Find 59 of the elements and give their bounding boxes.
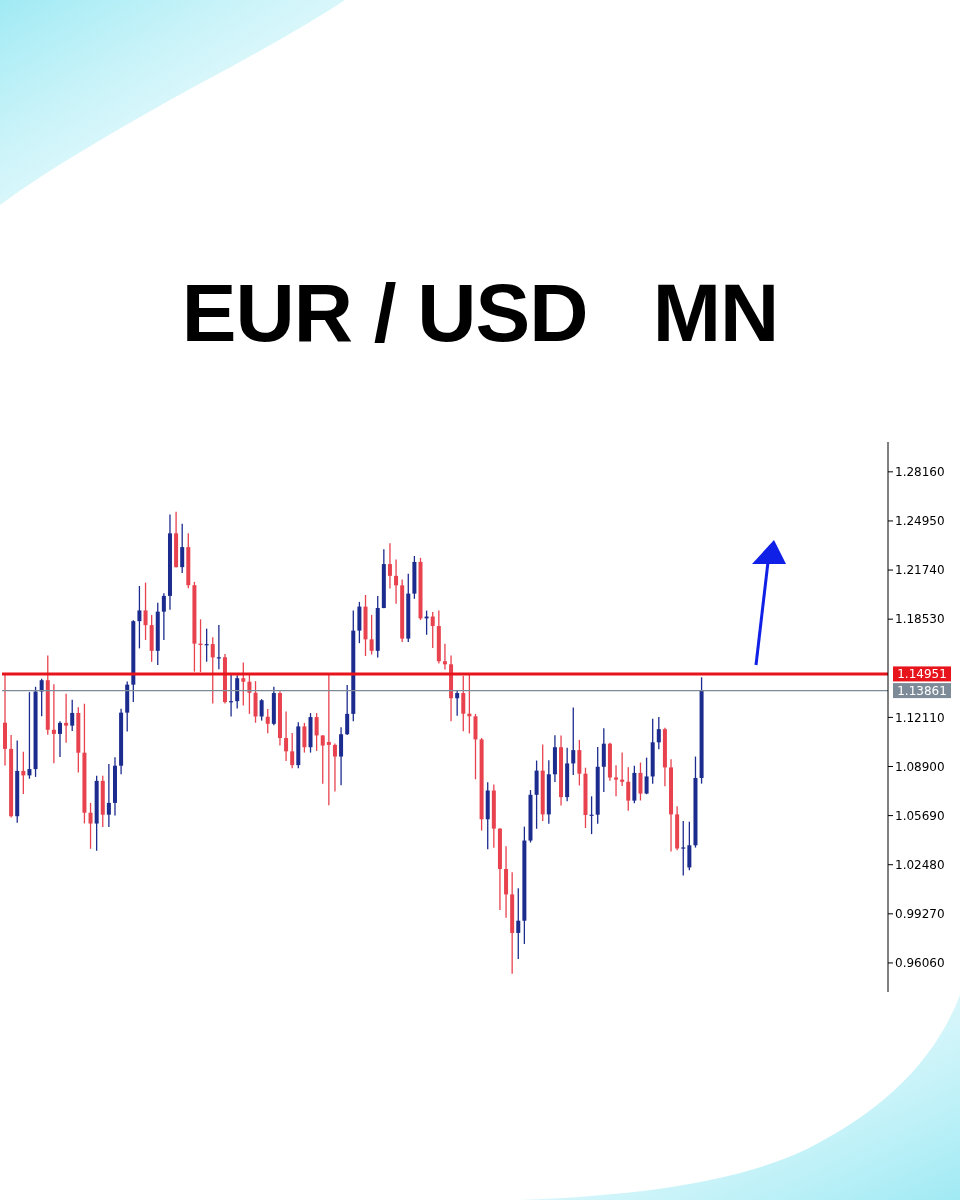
y-tick-label: 1.28160 xyxy=(895,465,945,480)
candlestick xyxy=(88,802,93,850)
candlestick xyxy=(265,708,270,734)
candlestick xyxy=(681,820,686,877)
candlestick xyxy=(644,756,649,795)
y-tick-label: 1.12110 xyxy=(895,710,945,725)
candlestick xyxy=(253,680,258,724)
candlestick xyxy=(143,581,148,641)
candlestick xyxy=(638,761,643,802)
candlestick xyxy=(161,592,166,641)
ref-line-label: 1.14951 xyxy=(897,667,947,682)
candlestick xyxy=(369,614,374,656)
candlestick xyxy=(302,722,307,754)
y-tick-label: 1.24950 xyxy=(895,514,945,529)
candlestick xyxy=(332,742,337,793)
candlestick xyxy=(320,734,325,785)
y-tick-label: 1.18530 xyxy=(895,612,945,627)
candlestick xyxy=(516,887,521,960)
candlestick xyxy=(57,720,62,758)
candlestick xyxy=(345,684,350,736)
candlestick xyxy=(656,716,661,751)
candlestick xyxy=(339,726,344,786)
candlestick xyxy=(284,710,289,762)
candlestick xyxy=(687,821,692,871)
y-tick-label: 0.99270 xyxy=(895,907,945,922)
candlestick xyxy=(461,675,466,732)
candlestick xyxy=(601,727,606,793)
candlestick xyxy=(137,585,142,650)
candlestick xyxy=(326,673,331,806)
candlestick xyxy=(571,706,576,776)
ref-line-label: 1.13861 xyxy=(897,683,947,698)
candlestick xyxy=(314,712,319,752)
candlestick xyxy=(473,713,478,780)
candlestick xyxy=(290,732,295,769)
candlestick xyxy=(442,643,447,671)
candlestick xyxy=(247,674,252,715)
candlestick xyxy=(394,558,399,605)
candlestick xyxy=(626,766,631,812)
y-tick-label: 1.05690 xyxy=(895,808,945,823)
candlestick xyxy=(70,698,75,732)
candlestick xyxy=(64,693,69,744)
y-tick-label: 1.21740 xyxy=(895,563,945,578)
candlestick xyxy=(387,542,392,590)
candlestick xyxy=(27,691,32,780)
y-tick-label: 1.02480 xyxy=(895,857,945,872)
candlestick xyxy=(39,678,44,717)
candlestick xyxy=(241,661,246,707)
y-tick-label: 0.96060 xyxy=(895,956,945,971)
candlestick xyxy=(235,674,240,710)
candlestick xyxy=(210,636,215,705)
candlestick xyxy=(180,523,185,574)
candlestick xyxy=(577,739,582,787)
candlestick xyxy=(51,683,56,764)
candlestick xyxy=(430,611,435,649)
y-tick-label: 1.08900 xyxy=(895,759,945,774)
candlestick xyxy=(259,698,264,722)
chart-title: EUR / USD MN xyxy=(180,267,780,358)
candlestick xyxy=(106,763,111,828)
candlestick xyxy=(455,689,460,717)
